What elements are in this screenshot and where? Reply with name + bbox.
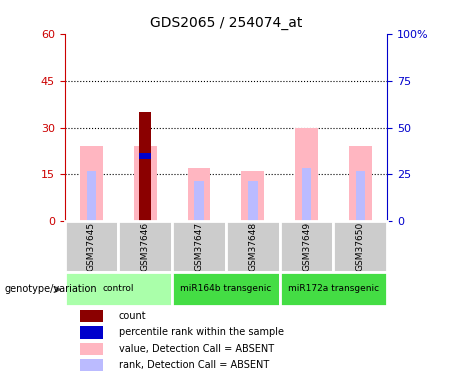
- Bar: [134, 146, 156, 221]
- Bar: [140, 156, 150, 221]
- Bar: [349, 146, 372, 221]
- Text: genotype/variation: genotype/variation: [5, 285, 97, 294]
- Text: miR164b transgenic: miR164b transgenic: [180, 284, 272, 293]
- FancyBboxPatch shape: [172, 272, 280, 306]
- Text: control: control: [103, 284, 134, 293]
- Text: GSM37650: GSM37650: [356, 222, 365, 271]
- FancyBboxPatch shape: [172, 221, 226, 272]
- Bar: [242, 171, 264, 221]
- Text: percentile rank within the sample: percentile rank within the sample: [119, 327, 284, 338]
- Bar: [87, 171, 96, 221]
- FancyBboxPatch shape: [65, 221, 118, 272]
- Bar: [80, 310, 103, 322]
- Text: rank, Detection Call = ABSENT: rank, Detection Call = ABSENT: [119, 360, 269, 370]
- Text: count: count: [119, 311, 147, 321]
- Text: GSM37646: GSM37646: [141, 222, 150, 271]
- FancyBboxPatch shape: [333, 221, 387, 272]
- Bar: [139, 112, 151, 221]
- Bar: [139, 153, 151, 159]
- Text: miR172a transgenic: miR172a transgenic: [288, 284, 379, 293]
- Bar: [80, 343, 103, 355]
- Bar: [188, 168, 210, 221]
- FancyBboxPatch shape: [226, 221, 280, 272]
- FancyBboxPatch shape: [280, 221, 333, 272]
- Bar: [248, 181, 258, 221]
- Bar: [80, 146, 103, 221]
- FancyBboxPatch shape: [65, 272, 172, 306]
- Text: GSM37645: GSM37645: [87, 222, 96, 271]
- Bar: [194, 181, 204, 221]
- Text: value, Detection Call = ABSENT: value, Detection Call = ABSENT: [119, 344, 274, 354]
- Bar: [301, 168, 311, 221]
- Bar: [80, 359, 103, 371]
- Title: GDS2065 / 254074_at: GDS2065 / 254074_at: [150, 16, 302, 30]
- Bar: [355, 171, 365, 221]
- FancyBboxPatch shape: [118, 221, 172, 272]
- Bar: [80, 326, 103, 339]
- Text: GSM37647: GSM37647: [195, 222, 203, 271]
- Text: GSM37648: GSM37648: [248, 222, 257, 271]
- FancyBboxPatch shape: [280, 272, 387, 306]
- Bar: [295, 128, 318, 221]
- Text: GSM37649: GSM37649: [302, 222, 311, 271]
